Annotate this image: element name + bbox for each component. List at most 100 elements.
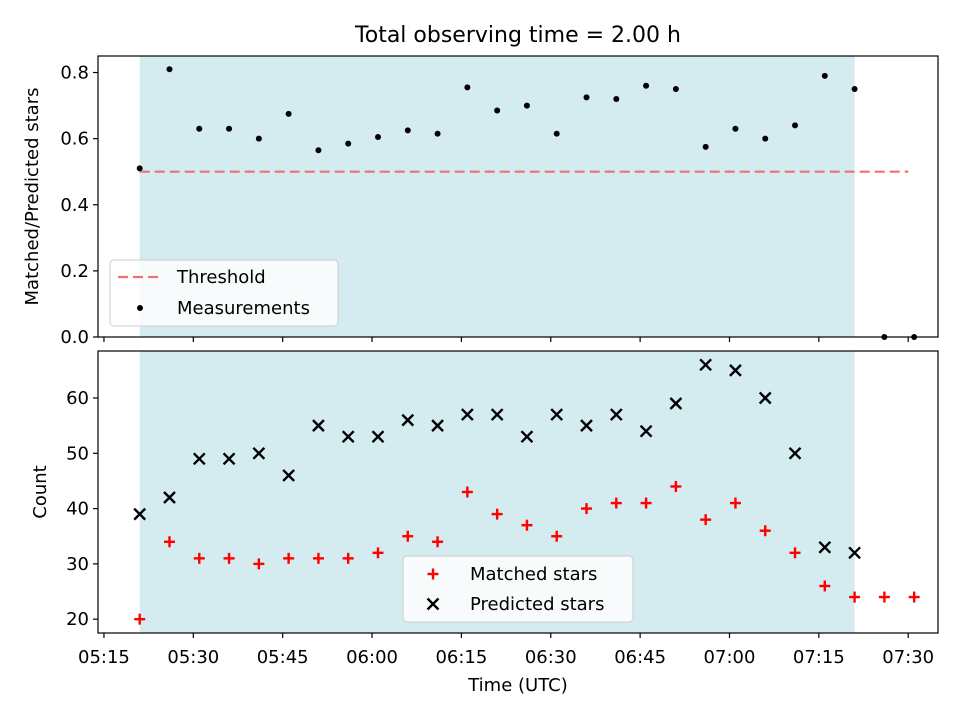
measurement-point: [792, 122, 799, 129]
predicted-stars-point: [192, 452, 206, 466]
marker-stroke: [163, 491, 176, 504]
top-y-tick-label: 0.0: [60, 327, 89, 348]
top-x-axis: [103, 337, 909, 342]
marker-stroke: [431, 419, 444, 432]
matched-stars-point: [283, 552, 295, 564]
matched-stars-point: [134, 613, 146, 625]
top-panel: 0.0 0.2 0.4 0.6 0.8 Total observing time = 2…: [22, 23, 939, 348]
matched-stars-point: [581, 503, 593, 515]
measurement-point: [523, 102, 530, 109]
x-tick-label: 07:30: [882, 647, 934, 668]
x-tick-label: 06:45: [614, 647, 666, 668]
matched-stars-point: [729, 497, 741, 509]
marker-stroke: [818, 540, 832, 554]
top-y-axis-label: Matched/Predicted stars: [22, 88, 43, 306]
measurement-point: [583, 94, 590, 101]
x-tick-label: 05:30: [167, 647, 219, 668]
marker-stroke: [758, 391, 772, 405]
predicted-stars-point: [312, 419, 325, 432]
bottom-x-axis: 05:15 05:30 05:45 06:00 06:15 06:30 06:45 07:00…: [78, 633, 934, 668]
legend-predicted-swatch: [426, 597, 440, 611]
measurement-point: [553, 130, 560, 137]
predicted-stars-series: [133, 358, 861, 560]
marker-stroke: [550, 408, 564, 421]
legend-measurements-label: Measurements: [177, 298, 310, 319]
matched-stars-point: [670, 480, 682, 492]
predicted-stars-point: [163, 491, 176, 504]
matched-stars-point: [432, 536, 444, 548]
measurement-point: [315, 147, 322, 154]
bottom-y-tick-label: 60: [66, 388, 89, 409]
x-tick-label: 06:30: [525, 647, 577, 668]
measurement-point: [702, 143, 709, 150]
legend-predicted-marker: [426, 597, 440, 611]
measurement-point: [434, 130, 441, 137]
measurement-point: [464, 84, 471, 91]
x-tick-label: 06:15: [435, 647, 487, 668]
matched-stars-point: [223, 552, 235, 564]
matched-stars-point: [342, 552, 354, 564]
matched-stars-point: [551, 530, 563, 542]
predicted-stars-point: [520, 430, 534, 444]
bottom-y-axis: 20 30 40 50 60: [66, 388, 98, 630]
predicted-stars-point: [729, 364, 742, 377]
x-tick-label: 05:45: [257, 647, 309, 668]
x-tick-label: 07:00: [704, 647, 756, 668]
predicted-stars-point: [639, 424, 653, 438]
top-legend-box: [109, 259, 339, 327]
top-axes-frame: [97, 55, 939, 338]
legend-measurements-swatch: [137, 305, 143, 311]
marker-stroke: [133, 507, 147, 521]
matched-stars-point: [491, 508, 503, 520]
measurement-point: [345, 140, 352, 147]
matched-stars-point: [402, 530, 414, 542]
matched-stars-point: [253, 558, 265, 570]
predicted-stars-point: [669, 397, 683, 410]
bottom-axes-frame: [97, 350, 939, 634]
marker-stroke: [461, 408, 474, 421]
matched-stars-point: [163, 536, 175, 548]
predicted-stars-point: [371, 430, 385, 444]
measurement-point: [643, 82, 650, 89]
predicted-stars-point: [222, 452, 236, 466]
measurement-point: [226, 125, 233, 132]
bottom-y-tick-label: 50: [66, 443, 89, 464]
bottom-y-tick-label: 40: [66, 499, 89, 520]
legend-matched-label: Matched stars: [470, 564, 597, 585]
measurement-point: [851, 86, 858, 93]
measurement-point: [672, 86, 679, 93]
measurement-point: [821, 72, 828, 79]
chart-title: Total observing time = 2.00 h: [354, 23, 681, 48]
marker-stroke: [669, 397, 683, 410]
predicted-stars-point: [699, 358, 713, 372]
matched-stars-point: [849, 591, 861, 603]
measurement-point: [285, 110, 292, 117]
x-tick-label: 05:15: [78, 647, 130, 668]
marker-stroke: [699, 358, 713, 372]
top-y-axis: 0.0 0.2 0.4 0.6 0.8: [60, 63, 98, 348]
predicted-stars-point: [490, 408, 504, 421]
legend-matched-swatch: [427, 568, 439, 580]
top-y-tick-label: 0.4: [60, 195, 89, 216]
measurement-point: [136, 165, 143, 172]
bottom-y-tick-label: 30: [66, 554, 89, 575]
predicted-stars-point: [758, 391, 772, 405]
matched-stars-point: [759, 525, 771, 537]
marker-stroke: [282, 469, 295, 482]
marker-stroke: [490, 408, 504, 421]
measurement-point: [762, 135, 769, 142]
matched-stars-point: [521, 519, 533, 531]
matched-stars-point: [193, 552, 205, 564]
matched-stars-point: [461, 486, 473, 498]
matched-stars-point: [610, 497, 622, 509]
legend-predicted-label: Predicted stars: [470, 594, 604, 615]
predicted-stars-point: [282, 469, 295, 482]
predicted-stars-point: [401, 413, 415, 427]
predicted-stars-point: [818, 540, 832, 554]
predicted-stars-point: [848, 546, 861, 560]
matched-stars-point: [789, 547, 801, 559]
matched-stars-point: [878, 591, 890, 603]
matched-stars-point: [372, 547, 384, 559]
matched-stars-point: [700, 514, 712, 526]
